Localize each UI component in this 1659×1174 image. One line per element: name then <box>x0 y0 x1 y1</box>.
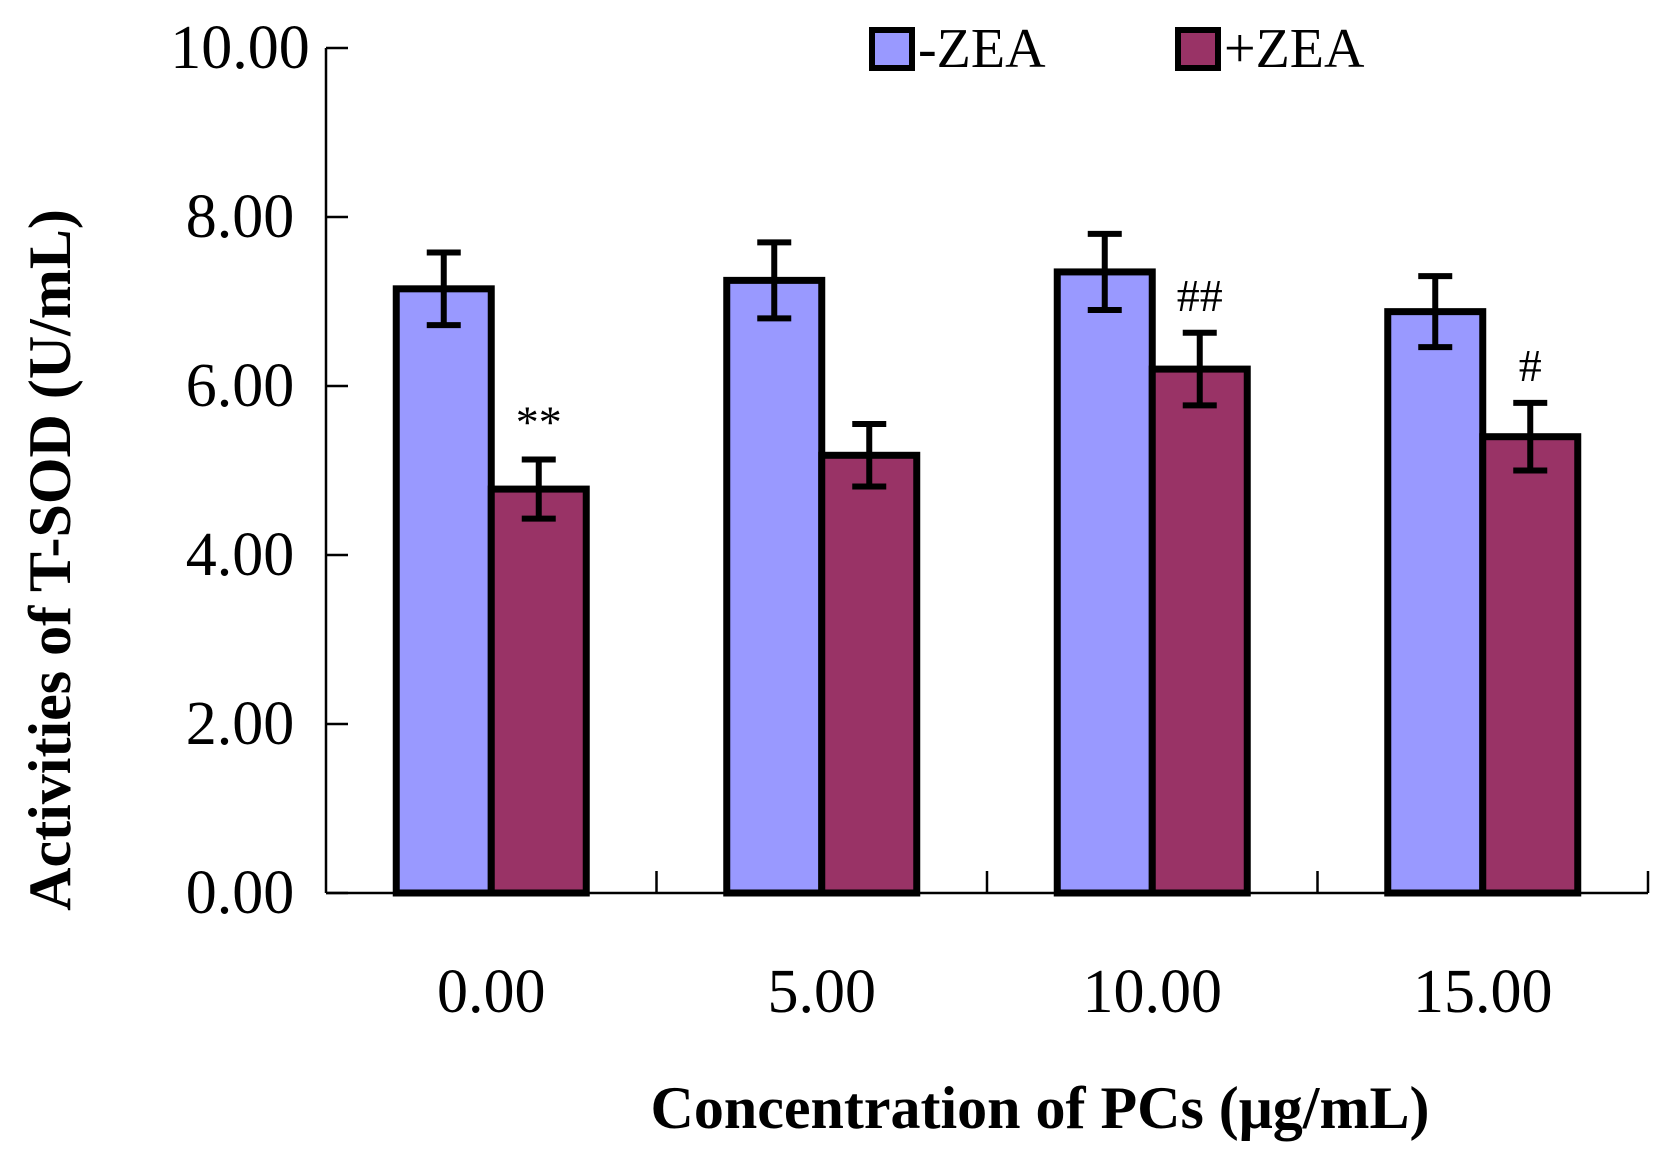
y-tick-label: 0.00 <box>186 859 295 927</box>
bar-minus-zea <box>392 285 495 897</box>
y-tick-label: 8.00 <box>186 183 295 251</box>
legend-label: -ZEA <box>918 18 1046 80</box>
y-axis-title-group: Activities of T-SOD (U/mL) <box>17 209 83 911</box>
x-tick-label: 15.00 <box>1413 958 1553 1026</box>
x-tick-label: 5.00 <box>768 958 877 1026</box>
y-axis-title: Activities of T-SOD (U/mL) <box>17 209 83 911</box>
axes: 0.00 2.00 4.00 6.00 8.00 10.00 0.00 5.00 10.00 15… <box>170 14 1650 1026</box>
x-tick-label: 10.00 <box>1083 958 1223 1026</box>
y-tick-label: 4.00 <box>186 521 295 589</box>
y-tick-label: 6.00 <box>186 352 295 420</box>
y-tick-label: 2.00 <box>186 690 295 758</box>
error-bars <box>426 230 1548 522</box>
significance-mark: ## <box>1177 270 1223 321</box>
x-tick-label: 0.00 <box>437 958 546 1026</box>
legend-label: +ZEA <box>1224 18 1365 80</box>
x-axis-title: Concentration of PCs (μg/mL) <box>651 1075 1430 1141</box>
bar-minus-zea <box>1053 268 1156 897</box>
y-tick-label: 10.00 <box>170 14 310 82</box>
bar-minus-zea <box>1384 308 1487 897</box>
legend-swatch-plus-zea <box>1175 27 1221 71</box>
significance-mark: ** <box>516 397 562 448</box>
significance-mark: # <box>1519 340 1542 391</box>
bars <box>392 268 1582 897</box>
bar-plus-zea <box>1479 433 1582 897</box>
legend: -ZEA +ZEA <box>869 18 1365 80</box>
bar-plus-zea <box>818 451 921 897</box>
significance-annotations: **### <box>516 270 1542 448</box>
bar-plus-zea <box>1148 365 1251 897</box>
bar-plus-zea <box>487 485 590 897</box>
legend-swatch-minus-zea <box>869 27 915 71</box>
bar-minus-zea <box>723 276 826 897</box>
